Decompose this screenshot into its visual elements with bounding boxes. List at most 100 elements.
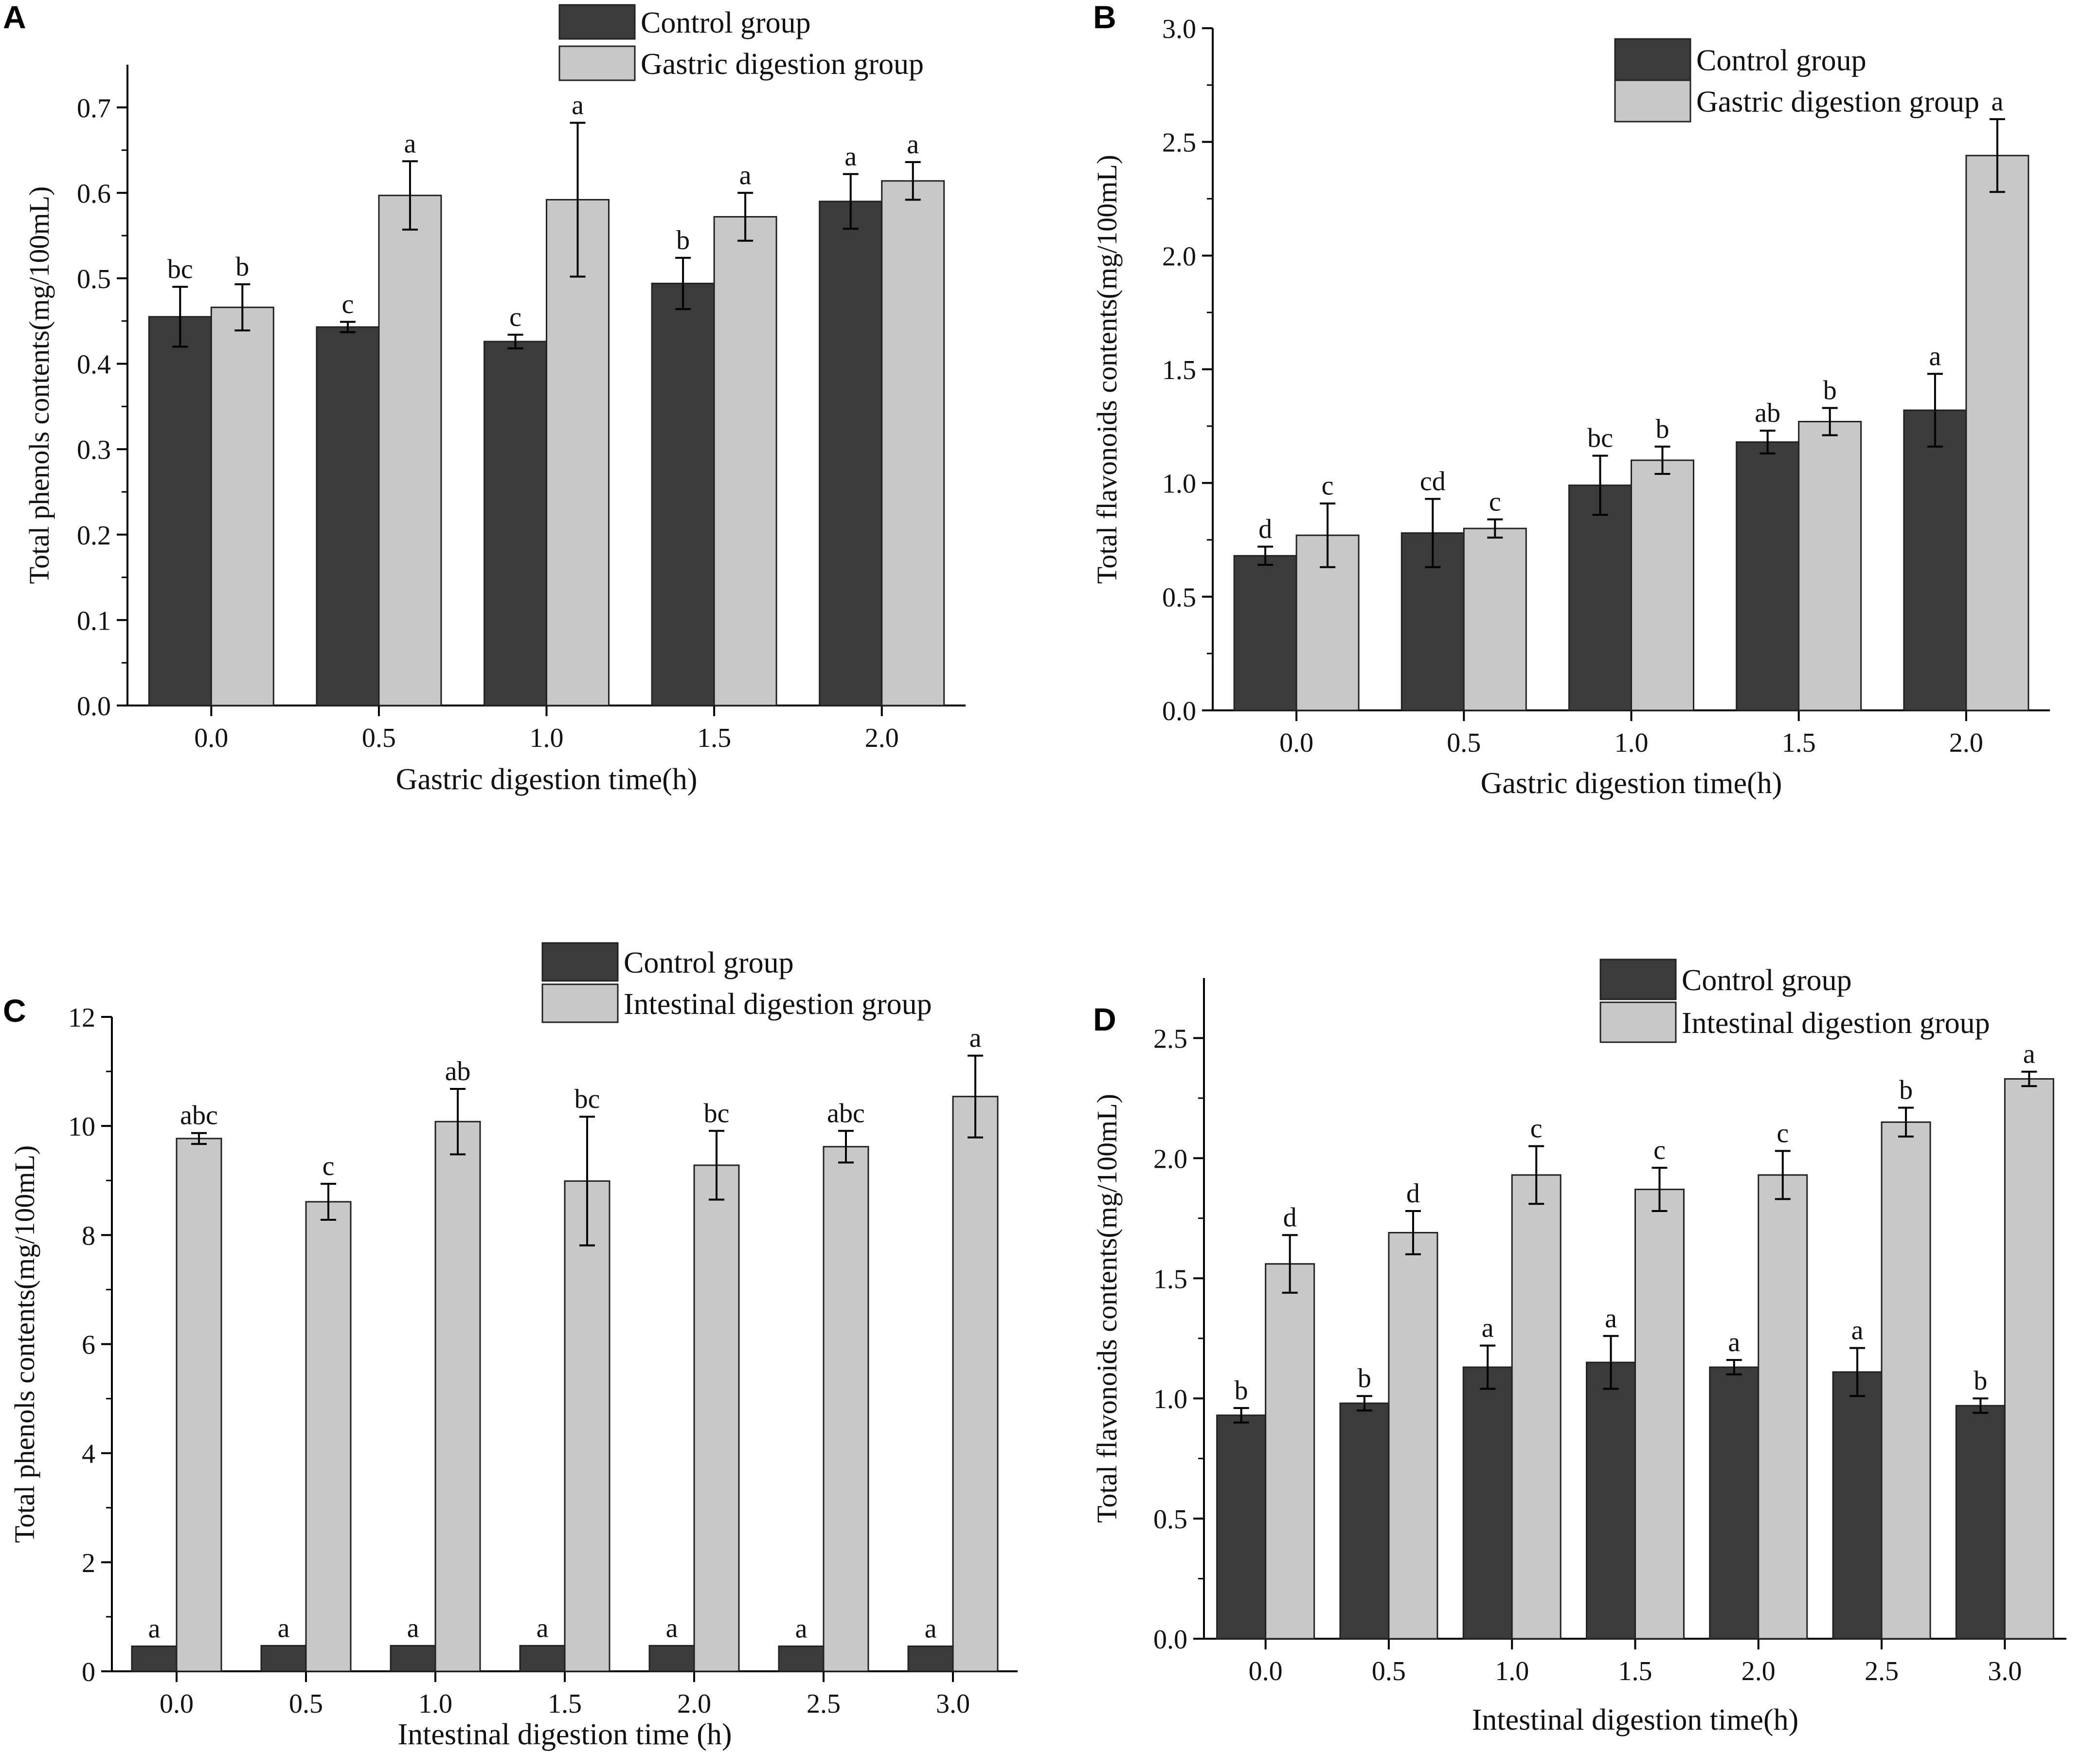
y-tick-label: 0.5 (1162, 582, 1196, 613)
y-tick-label: 0.6 (77, 179, 111, 209)
y-tick-label: 1.0 (1162, 469, 1196, 499)
significance-label: a (666, 1613, 678, 1643)
x-tick-label: 1.0 (1615, 728, 1649, 758)
legend-swatch-treatment (541, 983, 619, 1023)
panel-letter-c: C (3, 993, 26, 1029)
significance-label: c (509, 302, 521, 332)
panel-b-chart: 0.0 0.5 1.0 1.5 2.0 2.5 3.0 0.0 d c 0.5 cd c 1.0 bc b 1.… (1091, 14, 2050, 800)
significance-label: a (907, 129, 919, 160)
significance-label: abc (180, 1101, 218, 1131)
y-tick-label: 6 (82, 1330, 95, 1360)
x-tick-label: 0.0 (1249, 1656, 1283, 1686)
y-tick-label: 2 (82, 1548, 95, 1578)
significance-label: c (1653, 1135, 1666, 1165)
y-tick-label: 0.0 (77, 691, 111, 722)
x-tick-label: 1.0 (1495, 1656, 1529, 1686)
y-tick-label: 0.2 (77, 521, 111, 551)
bar-treatment (1631, 459, 1694, 711)
bar-treatment (1463, 527, 1527, 711)
bar-control (316, 326, 380, 706)
legend-swatch-treatment (558, 45, 636, 81)
y-tick-label: 0.3 (77, 435, 111, 465)
significance-label: a (739, 160, 752, 190)
x-tick-label: 0.0 (160, 1689, 194, 1719)
y-axis-label: Total flavonoids contents(mg/100mL) (1091, 155, 1123, 584)
significance-label: a (148, 1613, 161, 1644)
significance-label: a (1851, 1315, 1864, 1345)
x-tick-label: 1.5 (548, 1689, 582, 1719)
significance-label: c (341, 289, 354, 320)
legend-swatch-control (541, 942, 619, 982)
significance-label: a (1482, 1313, 1494, 1343)
significance-label: a (1991, 87, 2003, 117)
bar-treatment (378, 195, 442, 706)
bar-control (1462, 1366, 1513, 1640)
bar-treatment (823, 1146, 869, 1672)
x-axis-label: Gastric digestion time(h) (1481, 767, 1782, 800)
bar-treatment (1965, 155, 2029, 711)
bar-control (484, 341, 547, 706)
y-tick-label: 2.5 (1162, 128, 1196, 158)
y-tick-label: 1.5 (1162, 355, 1196, 385)
significance-label: d (1406, 1178, 1420, 1209)
x-tick-label: 0.5 (362, 723, 396, 753)
x-axis-label: Intestinal digestion time (h) (397, 1718, 732, 1751)
x-axis-label: Gastric digestion time(h) (396, 763, 698, 796)
y-tick-label: 0 (82, 1657, 95, 1687)
y-tick-label: 0.1 (77, 606, 111, 636)
significance-label: a (844, 142, 857, 172)
x-tick-label: 3.0 (936, 1689, 970, 1719)
significance-label: d (1283, 1202, 1297, 1232)
x-tick-label: 0.5 (1447, 728, 1481, 758)
panel-letter-b: B (1093, 0, 1116, 35)
legend-swatch-control (1614, 38, 1691, 81)
significance-label: bc (167, 254, 193, 285)
bar-control (651, 283, 715, 706)
significance-label: b (1235, 1375, 1248, 1406)
legend-swatch-control (1599, 959, 1677, 1000)
y-tick-label: 1.5 (1153, 1264, 1187, 1294)
bar-control (907, 1645, 954, 1672)
y-tick-label: 0.5 (1153, 1504, 1187, 1535)
significance-label: abc (827, 1098, 865, 1128)
x-tick-label: 0.0 (1279, 728, 1313, 758)
significance-label: c (1322, 471, 1334, 501)
significance-label: a (969, 1023, 982, 1053)
y-tick-label: 3.0 (1162, 14, 1196, 44)
legend-label: Intestinal digestion group (624, 988, 932, 1021)
y-tick-label: 12 (68, 1003, 95, 1033)
x-tick-label: 0.0 (194, 723, 228, 753)
y-tick-label: 1.0 (1153, 1384, 1187, 1414)
bar-control (778, 1645, 825, 1672)
significance-label: a (407, 1613, 419, 1643)
x-tick-label: 2.0 (1741, 1656, 1776, 1686)
significance-label: b (1358, 1363, 1371, 1393)
x-tick-label: 1.0 (418, 1689, 452, 1719)
x-tick-label: 2.0 (1949, 728, 1983, 758)
significance-label: b (235, 252, 249, 282)
x-tick-label: 1.5 (1782, 728, 1816, 758)
x-tick-label: 0.5 (289, 1689, 323, 1719)
legend-label: Gastric digestion group (641, 48, 924, 81)
panel-letter-d: D (1093, 1001, 1116, 1037)
panel-c-chart: 0246810120.0aabc0.5ac1.0aab1.5abc2.0abc2… (9, 942, 1018, 1751)
bar-treatment (305, 1201, 352, 1672)
bar-control (1903, 409, 1967, 711)
bar-control (390, 1645, 436, 1672)
bar-treatment (176, 1138, 222, 1672)
significance-label: a (1605, 1303, 1617, 1334)
x-tick-label: 2.5 (807, 1689, 841, 1719)
bar-control (648, 1645, 695, 1672)
significance-label: b (1899, 1075, 1913, 1105)
significance-label: a (404, 128, 416, 159)
significance-label: a (1929, 341, 1941, 371)
legend-swatch-treatment (1599, 1001, 1677, 1043)
significance-label: ab (445, 1056, 471, 1086)
bar-treatment (1758, 1174, 1808, 1640)
panel-a-chart: 0.0 0.1 0.2 0.3 0.4 0.5 0.6 0.7 0.0 bc b 0.5 c a 1.0 c a… (23, 4, 966, 796)
bar-treatment (1511, 1174, 1562, 1640)
significance-label: a (572, 90, 584, 120)
bar-control (819, 200, 883, 706)
bar-control (1955, 1405, 2006, 1640)
y-tick-label: 0.7 (77, 93, 111, 124)
